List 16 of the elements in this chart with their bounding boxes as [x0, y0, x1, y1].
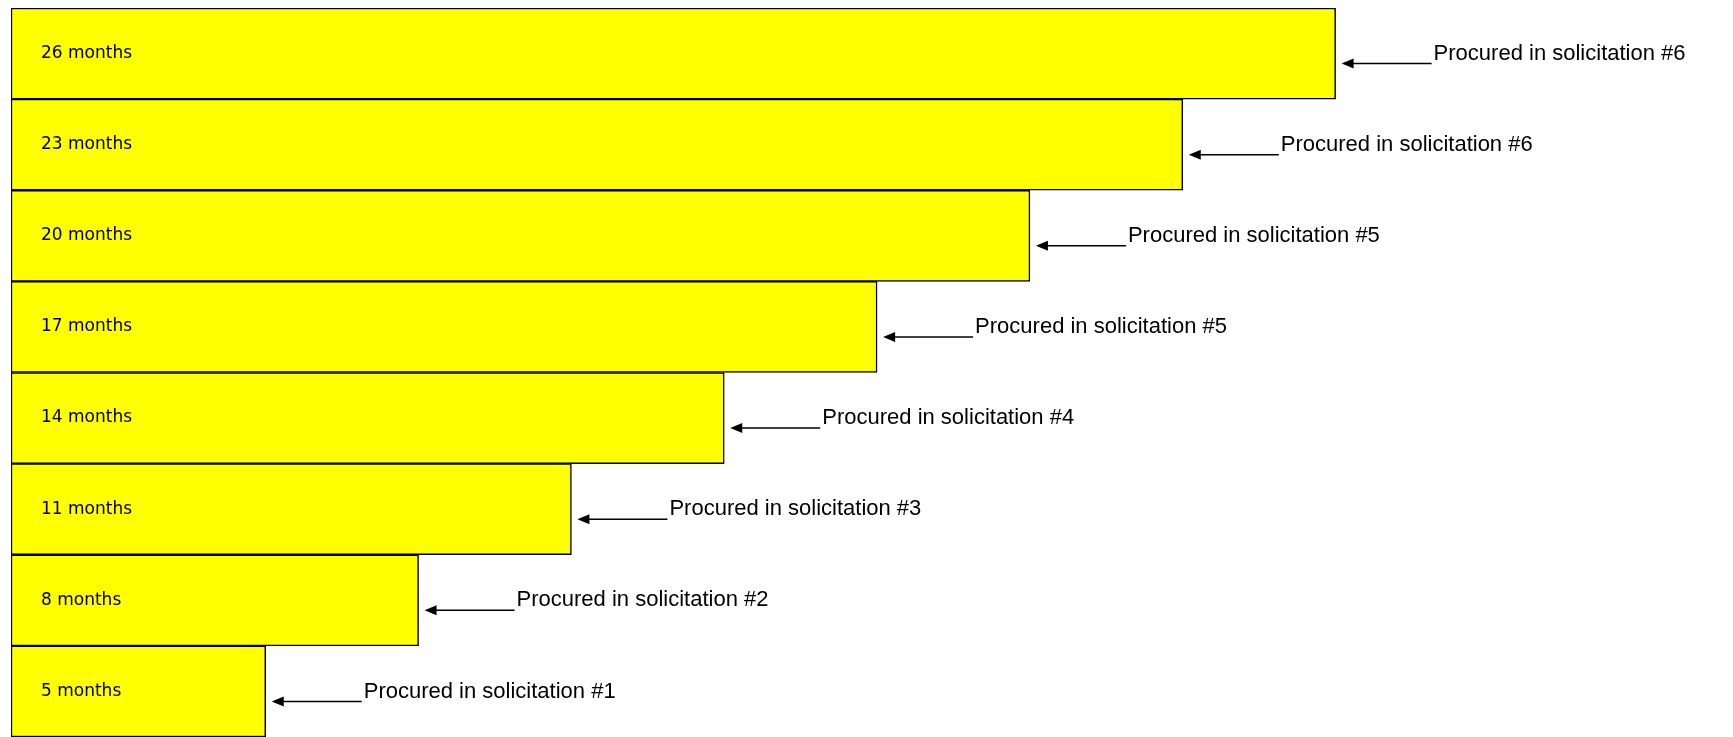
- data-label: 14 months: [41, 406, 133, 427]
- annotation: Procured in solicitation #2: [516, 586, 769, 612]
- annotation: Procured in solicitation #5: [975, 313, 1228, 338]
- data-label: 17 months: [41, 315, 133, 336]
- annotation: Procured in solicitation #4: [822, 404, 1075, 430]
- data-label: 23 months: [41, 133, 133, 154]
- data-label: 20 months: [41, 224, 133, 245]
- annotation: Procured in solicitation #5: [1127, 221, 1380, 247]
- annotation: Procured in solicitation #1: [363, 677, 616, 703]
- data-label: 5 months: [41, 679, 122, 700]
- data-label: 8 months: [41, 588, 122, 609]
- data-label: 26 months: [41, 41, 133, 62]
- annotation: Procured in solicitation #6: [1280, 130, 1533, 156]
- text: Procured in solicitation #6: [1433, 39, 1686, 65]
- annotation: Procured in solicitation #3: [669, 495, 922, 521]
- data-label: 11 months: [41, 497, 133, 518]
